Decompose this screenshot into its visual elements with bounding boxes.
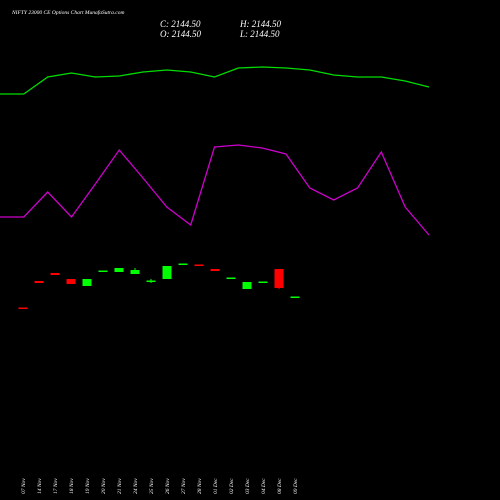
candle-body (162, 266, 172, 279)
x-tick-label: 03 Dec (245, 478, 251, 494)
candle-body (66, 279, 76, 284)
chart-title: NIFTY 23000 CE Options Chart MunafaSutra… (11, 9, 124, 16)
candle-body (18, 307, 28, 309)
x-tick-label: 07 Nov (21, 478, 27, 494)
candle-body (98, 270, 108, 272)
x-tick-label: 19 Nov (85, 478, 91, 494)
x-tick-label: 17 Nov (53, 478, 59, 494)
candle-body (130, 270, 140, 274)
x-tick-label: 02 Dec (229, 478, 235, 494)
candle-body (34, 281, 44, 283)
candle-body (114, 268, 124, 272)
candle-body (290, 296, 300, 298)
x-tick-label: 25 Nov (149, 478, 155, 494)
x-tick-label: 21 Nov (117, 478, 123, 494)
x-tick-label: 26 Nov (165, 478, 171, 494)
x-tick-label: 04 Dec (260, 478, 267, 494)
low-label: L: 2144.50 (239, 29, 280, 39)
indicator-line (0, 66, 430, 95)
indicator-line (0, 144, 430, 236)
candle-body (258, 281, 268, 283)
candle-body (274, 269, 284, 288)
candle-body (82, 279, 92, 286)
candle-body (178, 263, 188, 265)
candle-body (210, 269, 220, 271)
candle-body (194, 264, 204, 266)
close-label: C: 2144.50 (160, 19, 201, 29)
x-tick-label: 18 Nov (69, 478, 75, 494)
open-label: O: 2144.50 (160, 29, 201, 39)
x-tick-label: 01 Dec (213, 478, 219, 494)
x-tick-label: 09 Dec (293, 478, 299, 494)
x-tick-label: 08 Dec (277, 478, 283, 494)
x-tick-label: 27 Nov (181, 478, 187, 494)
x-tick-label: 20 Nov (101, 478, 107, 494)
candle-body (146, 280, 156, 282)
candle-body (242, 282, 252, 289)
x-tick-label: 24 Nov (132, 478, 139, 494)
high-label: H: 2144.50 (239, 19, 281, 29)
candle-body (50, 273, 60, 275)
candle-body (226, 277, 236, 279)
x-tick-label: 14 Nov (36, 478, 43, 494)
x-tick-label: 28 Nov (197, 478, 203, 494)
